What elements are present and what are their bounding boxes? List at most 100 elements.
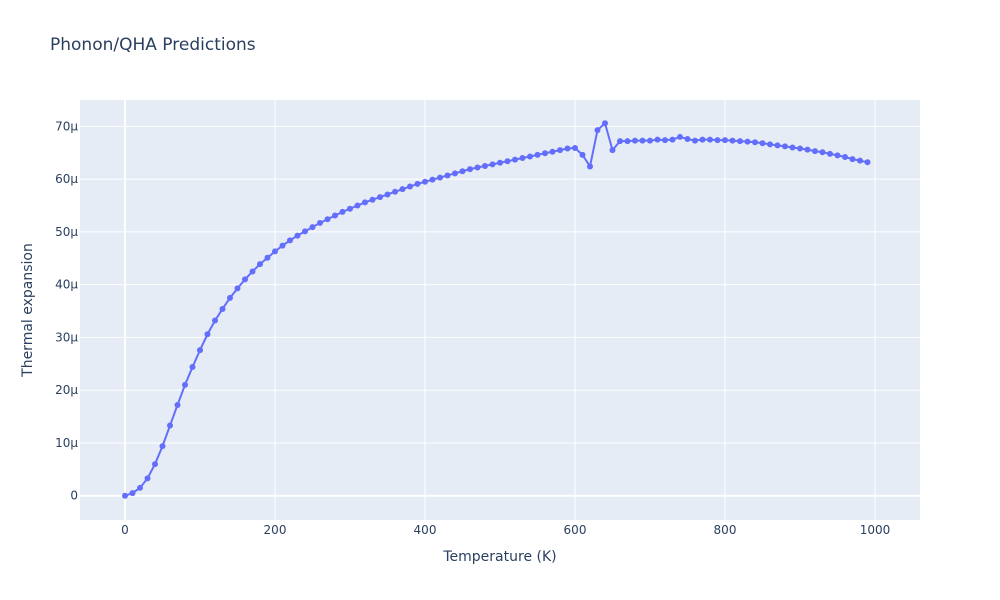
data-point[interactable] (467, 166, 473, 173)
data-point[interactable] (549, 148, 556, 155)
data-point[interactable] (339, 208, 346, 215)
data-point[interactable] (534, 151, 541, 158)
data-point[interactable] (662, 137, 668, 144)
data-point[interactable] (557, 147, 563, 154)
data-point[interactable] (542, 150, 548, 157)
data-point[interactable] (377, 194, 383, 201)
data-point[interactable] (722, 137, 728, 144)
data-point[interactable] (242, 276, 248, 283)
data-point[interactable] (774, 142, 781, 149)
data-point[interactable] (354, 202, 361, 209)
data-point[interactable] (294, 232, 301, 239)
data-point[interactable] (309, 224, 316, 231)
data-point[interactable] (189, 363, 196, 370)
data-point[interactable] (579, 151, 586, 158)
data-point[interactable] (452, 170, 458, 177)
data-point[interactable] (564, 145, 571, 152)
data-point[interactable] (302, 228, 308, 235)
data-point[interactable] (624, 138, 631, 145)
data-point[interactable] (594, 127, 601, 134)
data-point[interactable] (707, 136, 713, 143)
data-point[interactable] (332, 212, 338, 219)
data-point[interactable] (609, 147, 616, 154)
data-point[interactable] (399, 186, 406, 193)
data-point[interactable] (752, 139, 758, 146)
data-point[interactable] (444, 172, 451, 179)
data-point[interactable] (264, 254, 271, 261)
data-point[interactable] (782, 143, 788, 150)
data-point[interactable] (849, 156, 856, 163)
data-point[interactable] (527, 153, 533, 160)
data-point[interactable] (437, 174, 443, 181)
data-point[interactable] (684, 136, 691, 143)
data-point[interactable] (474, 164, 481, 171)
data-point[interactable] (632, 137, 638, 144)
data-point[interactable] (864, 159, 871, 166)
data-point[interactable] (257, 261, 263, 268)
data-point[interactable] (677, 133, 683, 140)
data-point[interactable] (204, 331, 211, 338)
data-point[interactable] (842, 153, 848, 160)
data-point[interactable] (324, 216, 331, 223)
data-point[interactable] (759, 140, 766, 147)
data-point[interactable] (317, 219, 323, 226)
data-point[interactable] (519, 155, 526, 162)
data-point[interactable] (272, 248, 278, 255)
data-point[interactable] (572, 145, 578, 152)
data-point[interactable] (459, 168, 466, 175)
data-point[interactable] (392, 188, 398, 195)
data-point[interactable] (737, 138, 743, 145)
data-point[interactable] (174, 401, 181, 408)
data-point[interactable] (804, 146, 811, 153)
data-point[interactable] (122, 492, 128, 499)
data-point[interactable] (504, 158, 511, 165)
data-point[interactable] (167, 422, 173, 429)
data-point[interactable] (489, 161, 496, 168)
data-point[interactable] (602, 120, 608, 127)
data-point[interactable] (369, 196, 376, 203)
data-point[interactable] (182, 381, 188, 388)
data-point[interactable] (249, 268, 256, 275)
data-point[interactable] (362, 199, 368, 206)
data-point[interactable] (287, 237, 293, 244)
data-point[interactable] (422, 178, 428, 185)
data-point[interactable] (699, 136, 706, 143)
data-point[interactable] (234, 285, 241, 292)
data-point[interactable] (797, 145, 803, 152)
data-point[interactable] (429, 176, 436, 183)
data-point[interactable] (137, 484, 143, 491)
data-point[interactable] (512, 156, 518, 163)
data-point[interactable] (714, 137, 721, 144)
data-point[interactable] (212, 317, 218, 324)
data-point[interactable] (407, 183, 413, 190)
data-point[interactable] (692, 137, 698, 144)
data-point[interactable] (144, 475, 151, 482)
data-point[interactable] (482, 162, 488, 169)
data-point[interactable] (414, 180, 421, 187)
data-point[interactable] (819, 149, 826, 156)
data-point[interactable] (789, 144, 796, 151)
data-point[interactable] (827, 150, 833, 157)
data-point[interactable] (219, 305, 226, 312)
data-point[interactable] (639, 137, 646, 144)
data-point[interactable] (197, 347, 203, 354)
data-point[interactable] (587, 163, 593, 170)
data-point[interactable] (384, 191, 391, 198)
data-point[interactable] (767, 141, 773, 148)
data-point[interactable] (647, 137, 653, 144)
data-point[interactable] (654, 136, 661, 143)
data-point[interactable] (279, 242, 286, 249)
data-point[interactable] (347, 205, 353, 212)
data-point[interactable] (152, 461, 158, 468)
data-point[interactable] (729, 137, 736, 144)
data-point[interactable] (617, 138, 623, 145)
data-point[interactable] (129, 490, 136, 497)
data-point[interactable] (227, 294, 233, 301)
data-point[interactable] (857, 157, 863, 164)
data-point[interactable] (497, 159, 503, 166)
data-point[interactable] (669, 136, 676, 143)
data-point[interactable] (159, 443, 166, 450)
data-point[interactable] (744, 138, 751, 145)
data-point[interactable] (812, 148, 818, 155)
data-point[interactable] (834, 152, 841, 159)
